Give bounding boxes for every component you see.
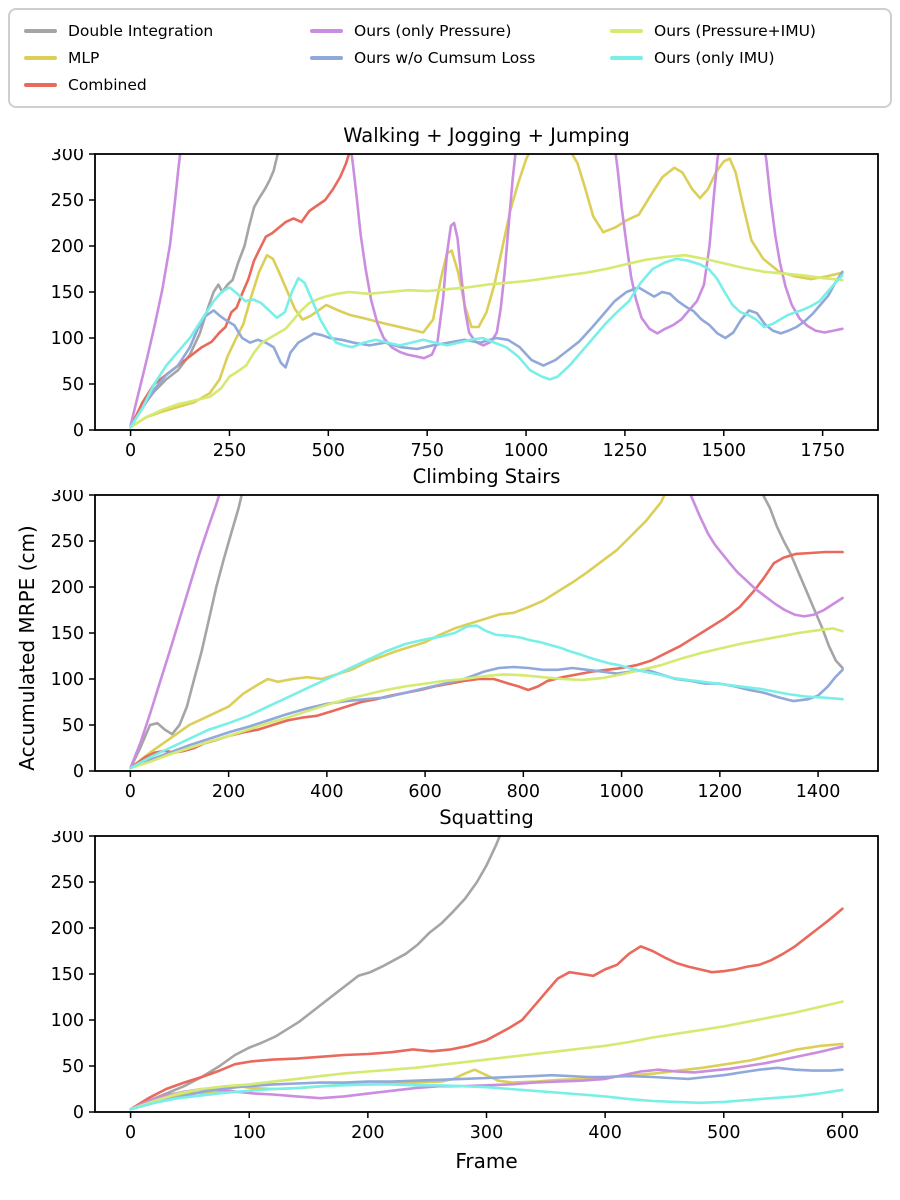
series-line-ours-pressure-imu <box>129 627 844 770</box>
legend-swatch-ours-only-imu-icon <box>610 56 643 60</box>
x-tick-label: 1400 <box>796 782 841 802</box>
series-line-ours-w-o-cumsum-loss <box>129 270 844 429</box>
x-tick-label: 250 <box>213 441 246 461</box>
legend-item-ours-only-imu: Ours (only IMU) <box>610 46 884 70</box>
charts-container: Walking + Jogging + Jumping 0 250 500 750 10… <box>0 122 900 1145</box>
y-tick-label: 0 <box>73 1103 84 1123</box>
series-line-ours-w-o-cumsum-loss <box>129 665 844 770</box>
legend-item-ours-pressure-imu: Ours (Pressure+IMU) <box>610 19 884 43</box>
series-line-ours-only-pressure <box>129 154 844 427</box>
legend-label-double-integration: Double Integration <box>68 22 214 40</box>
legend-item-combined: Combined <box>24 73 310 97</box>
x-tick-label: 1200 <box>698 782 743 802</box>
y-tick-label: 0 <box>73 421 84 441</box>
chart-walking-jogging-jumping: Walking + Jogging + Jumping 0 250 500 750 10… <box>0 122 900 463</box>
x-tick-label: 750 <box>410 441 443 461</box>
x-tick-label: 500 <box>707 1123 740 1143</box>
legend-label-ours-wo-cumsum-loss: Ours w/o Cumsum Loss <box>354 49 536 67</box>
series-line-combined <box>129 154 351 429</box>
legend-label-ours-only-pressure: Ours (only Pressure) <box>354 22 512 40</box>
legend-item-ours-only-pressure: Ours (only Pressure) <box>310 19 610 43</box>
series-line-mlp <box>129 154 844 429</box>
x-tick-label: 1750 <box>800 441 845 461</box>
y-tick-label: 100 <box>51 1011 84 1031</box>
chart-title-squatting: Squatting <box>439 806 534 829</box>
legend-swatch-ours-pressure-imu-icon <box>610 29 643 33</box>
x-tick-label: 600 <box>826 1123 859 1143</box>
y-tick-label: 150 <box>51 624 84 644</box>
y-tick-label: 100 <box>51 670 84 690</box>
x-tick-label: 1250 <box>603 441 648 461</box>
chart-squatting: Squatting 0 100 200 300 400 500 600 0 50 100 150 20… <box>0 804 900 1145</box>
y-tick-label: 150 <box>51 283 84 303</box>
y-tick-label: 250 <box>51 191 84 211</box>
legend: Double Integration MLP Combined Ours (on… <box>8 8 892 108</box>
series-line-combined <box>129 550 844 770</box>
chart-climbing-stairs: Climbing Stairs 0 200 400 600 800 1000 1200 140… <box>0 463 900 804</box>
x-axis-label: Frame <box>455 1149 518 1173</box>
legend-swatch-double-integration-icon <box>24 29 57 33</box>
x-tick-label: 600 <box>408 782 441 802</box>
x-tick-label: 200 <box>351 1123 384 1143</box>
legend-column-2: Ours (only Pressure) Ours w/o Cumsum Los… <box>310 19 610 97</box>
legend-label-ours-pressure-imu: Ours (Pressure+IMU) <box>654 22 816 40</box>
x-tick-label: 500 <box>312 441 345 461</box>
legend-item-mlp: MLP <box>24 46 310 70</box>
x-tick-label: 300 <box>470 1123 503 1143</box>
y-tick-label: 50 <box>62 1057 84 1077</box>
legend-column-1: Double Integration MLP Combined <box>24 19 310 97</box>
chart-canvas-walking-jogging-jumping: 0 250 500 750 1000 1250 1500 1750 0 50 100 150 200 25… <box>51 149 879 461</box>
x-tick-label: 200 <box>212 782 245 802</box>
x-tick-label: 800 <box>507 782 540 802</box>
series-line-mlp <box>129 495 666 770</box>
x-tick-label: 400 <box>310 782 343 802</box>
series-line-double-integration <box>129 154 280 429</box>
legend-item-double-integration: Double Integration <box>24 19 310 43</box>
series-line-ours-only-imu <box>129 624 844 770</box>
y-tick-label: 250 <box>51 532 84 552</box>
y-tick-label: 250 <box>51 873 84 893</box>
y-tick-label: 300 <box>51 490 84 506</box>
series-line-ours-pressure-imu <box>129 253 844 429</box>
y-tick-label: 200 <box>51 237 84 257</box>
y-tick-label: 200 <box>51 919 84 939</box>
legend-swatch-mlp-icon <box>24 56 57 60</box>
chart-canvas-squatting: 0 100 200 300 400 500 600 0 50 100 150 200 250 300 <box>51 831 879 1143</box>
y-tick-label: 300 <box>51 831 84 847</box>
y-tick-label: 100 <box>51 329 84 349</box>
series-line-ours-only-imu <box>129 1083 844 1111</box>
series-line-combined <box>129 907 844 1111</box>
x-tick-label: 0 <box>125 1123 136 1143</box>
series-line-ours-w-o-cumsum-loss <box>129 1066 844 1111</box>
series-line-double-integration <box>129 836 502 1111</box>
y-tick-label: 50 <box>62 375 84 395</box>
legend-label-combined: Combined <box>68 76 147 94</box>
x-tick-label: 1000 <box>599 782 644 802</box>
y-tick-label: 150 <box>51 965 84 985</box>
legend-item-ours-wo-cumsum-loss: Ours w/o Cumsum Loss <box>310 46 610 70</box>
chart-title-walking-jogging-jumping: Walking + Jogging + Jumping <box>343 124 630 147</box>
y-tick-label: 200 <box>51 578 84 598</box>
legend-label-ours-only-imu: Ours (only IMU) <box>654 49 775 67</box>
chart-canvas-climbing-stairs: 0 200 400 600 800 1000 1200 1400 0 50 100 150 200 250… <box>51 490 879 802</box>
legend-swatch-combined-icon <box>24 83 57 87</box>
x-tick-label: 0 <box>125 782 136 802</box>
x-tick-label: 100 <box>233 1123 266 1143</box>
series-line-ours-pressure-imu <box>129 1000 844 1111</box>
series-line-ours-only-pressure <box>129 495 844 770</box>
y-tick-label: 50 <box>62 716 84 736</box>
legend-column-3: Ours (Pressure+IMU) Ours (only IMU) <box>610 19 884 97</box>
series-line-ours-only-imu <box>129 257 844 429</box>
series-line-double-integration <box>129 495 844 770</box>
chart-title-climbing-stairs: Climbing Stairs <box>412 465 561 488</box>
x-tick-label: 400 <box>588 1123 621 1143</box>
x-tick-label: 1000 <box>504 441 549 461</box>
y-tick-label: 0 <box>73 762 84 782</box>
x-tick-label: 0 <box>125 441 136 461</box>
x-tick-label: 1500 <box>701 441 746 461</box>
legend-label-mlp: MLP <box>68 49 100 67</box>
legend-swatch-ours-only-pressure-icon <box>310 29 343 33</box>
y-tick-label: 300 <box>51 149 84 165</box>
legend-swatch-ours-wo-cumsum-loss-icon <box>310 56 343 60</box>
